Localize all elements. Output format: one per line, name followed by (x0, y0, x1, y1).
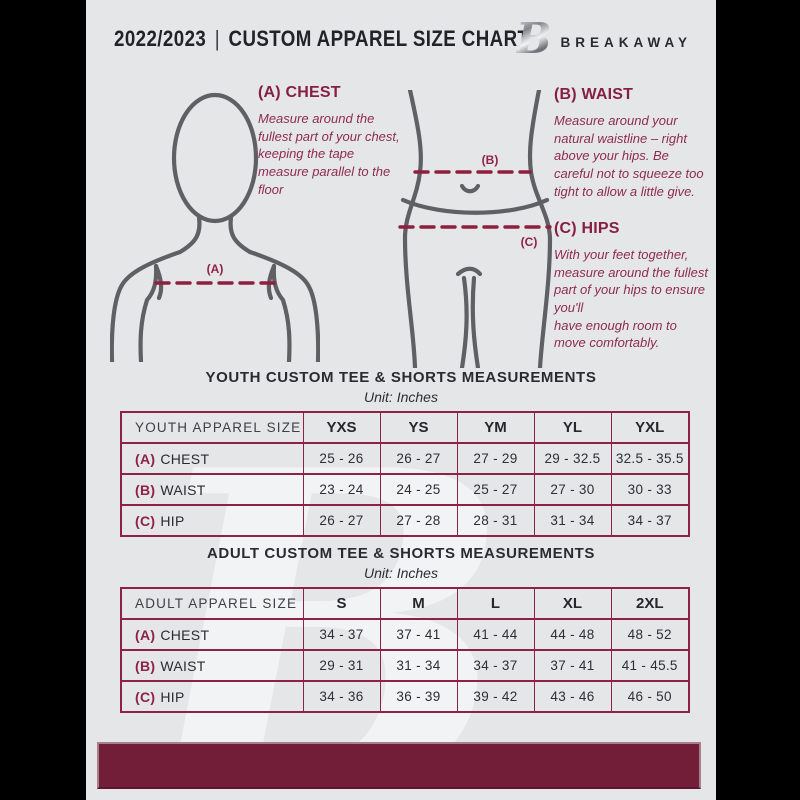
hips-heading: (C) HIPS (554, 220, 620, 237)
navel-mark (459, 183, 481, 194)
figure-head-outline (171, 92, 259, 224)
chest-heading: (A) CHEST (258, 84, 341, 101)
brand-block: B BREAKAWAY (516, 18, 692, 60)
adult-size-l: L (456, 587, 535, 620)
hips-guide-text: (C) HIPS With your feet together, measur… (554, 220, 712, 352)
youth-header-row: YOUTH APPAREL SIZE YXS YS YM YL YXL (120, 411, 690, 444)
row-label: HIP (160, 688, 185, 705)
row-label: WAIST (160, 481, 206, 498)
youth-waist-row: (B) WAIST 23 - 24 24 - 25 25 - 27 27 - 30… (120, 473, 690, 506)
title-year: 2022/2023 (114, 26, 207, 51)
youth-size-ym: YM (456, 411, 535, 444)
row-prefix: (C) (135, 688, 156, 705)
letterbox-left (0, 0, 86, 800)
youth-size-table: YOUTH APPAREL SIZE YXS YS YM YL YXL (A) C… (120, 411, 690, 537)
adult-size-table: ADULT APPAREL SIZE S M L XL 2XL (A) CHEST… (120, 587, 690, 713)
lower-body-figure: (B) (C) (398, 90, 553, 368)
row-prefix: (C) (135, 512, 156, 529)
row-label: CHEST (160, 450, 210, 467)
adult-size-xl: XL (533, 587, 612, 620)
adult-waist-row: (B) WAIST 29 - 31 31 - 34 34 - 37 37 - 41… (120, 649, 690, 682)
youth-chest-row: (A) CHEST 25 - 26 26 - 27 27 - 29 29 - 32… (120, 442, 690, 475)
chest-guide-text: (A) CHEST Measure around the fullest par… (258, 84, 404, 198)
adult-chest-row: (A) CHEST 34 - 37 37 - 41 41 - 44 44 - 48… (120, 618, 690, 651)
youth-section-title: YOUTH CUSTOM TEE & SHORTS MEASUREMENTS (205, 369, 597, 386)
title-text: CUSTOM APPAREL SIZE CHART (228, 26, 530, 51)
adult-size-header-cell: ADULT APPAREL SIZE (120, 587, 304, 620)
youth-hip-row: (C) HIP 26 - 27 27 - 28 28 - 31 31 - 34 3… (120, 504, 690, 537)
footer-accent-bar (97, 742, 701, 789)
youth-size-ys: YS (379, 411, 458, 444)
row-label: HIP (160, 512, 185, 529)
row-prefix: (B) (135, 657, 156, 674)
row-prefix: (A) (135, 626, 156, 643)
adult-header-row: ADULT APPAREL SIZE S M L XL 2XL (120, 587, 690, 620)
adult-section-title: ADULT CUSTOM TEE & SHORTS MEASUREMENTS (206, 545, 596, 562)
youth-size-header-cell: YOUTH APPAREL SIZE (120, 411, 304, 444)
breakaway-logo-icon: B (515, 14, 552, 63)
row-prefix: (A) (135, 450, 156, 467)
upper-body-figure: (A) (110, 92, 320, 362)
waist-heading: (B) WAIST (554, 86, 634, 103)
adult-unit-label: Unit: Inches (364, 565, 438, 581)
page-title: 2022/2023 | CUSTOM APPAREL SIZE CHART (114, 26, 529, 52)
adult-size-s: S (302, 587, 381, 620)
youth-size-yxl: YXL (610, 411, 690, 444)
title-divider: | (214, 26, 221, 51)
hip-contour-line (400, 197, 550, 215)
row-label: CHEST (160, 626, 210, 643)
adult-size-2xl: 2XL (610, 587, 690, 620)
chest-description: Measure around the fullest part of your … (258, 111, 400, 197)
adult-size-m: M (379, 587, 458, 620)
row-prefix: (B) (135, 481, 156, 498)
youth-size-yl: YL (533, 411, 612, 444)
letterbox-right (716, 0, 800, 800)
row-label: WAIST (160, 657, 206, 674)
youth-unit-label: Unit: Inches (364, 389, 438, 405)
hips-description: With your feet together, measure around … (554, 247, 708, 351)
chart-content-area: B 2022/2023 | CUSTOM APPAREL SIZE CHART B … (86, 0, 716, 800)
hip-line-label: (C) (521, 235, 538, 249)
adult-hip-row: (C) HIP 34 - 36 36 - 39 39 - 42 43 - 46 4… (120, 680, 690, 713)
waist-line-label: (B) (482, 153, 499, 167)
waist-description: Measure around your natural waistline – … (554, 113, 704, 199)
chest-line-label: (A) (207, 262, 224, 276)
brand-name: BREAKAWAY (560, 34, 692, 50)
youth-size-yxs: YXS (302, 411, 381, 444)
waist-guide-text: (B) WAIST Measure around your natural wa… (554, 86, 708, 200)
